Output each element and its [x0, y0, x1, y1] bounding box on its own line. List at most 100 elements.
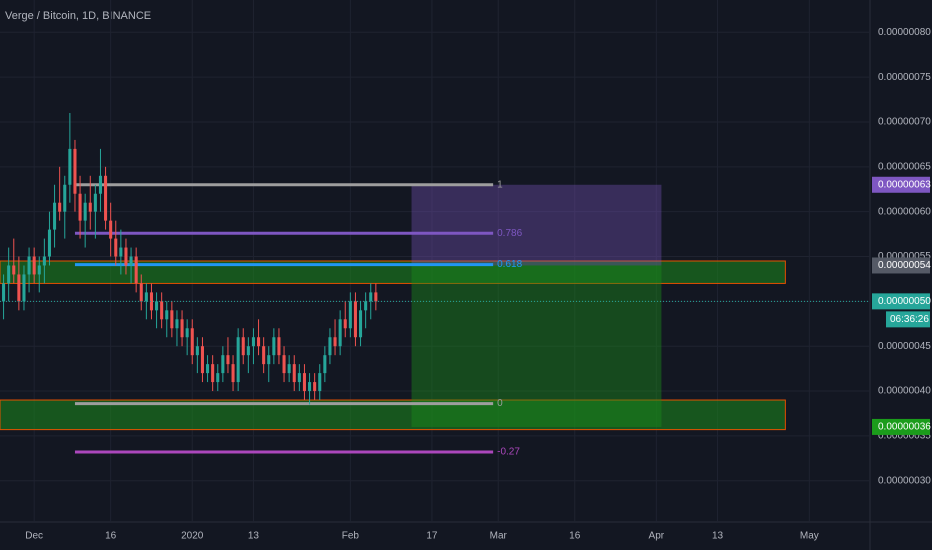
y-tick-label: 0.00000075	[878, 72, 931, 83]
candle-body	[323, 355, 327, 374]
x-tick-label: 16	[569, 531, 581, 542]
candle-body	[119, 247, 123, 257]
candle-body	[282, 355, 286, 374]
candle-body	[104, 175, 108, 221]
candle-body	[246, 346, 250, 356]
candle-body	[160, 301, 164, 320]
price-badge	[872, 176, 930, 193]
candle-body	[170, 310, 174, 329]
x-tick-label: 16	[105, 531, 117, 542]
candle-body	[353, 301, 357, 338]
candle-body	[216, 373, 220, 383]
x-tick-label: May	[800, 531, 819, 542]
candle-body	[58, 202, 62, 212]
candle-body	[277, 337, 281, 356]
candle-body	[78, 193, 82, 221]
candle-body	[348, 301, 352, 329]
candle-body	[308, 382, 312, 392]
candle-body	[114, 238, 118, 257]
candle-body	[195, 346, 199, 356]
candle-body	[226, 355, 230, 365]
fib-label: 0.618	[497, 259, 522, 270]
candle-body	[257, 337, 261, 347]
candle-body	[155, 301, 159, 311]
y-tick-label: 0.00000040	[878, 386, 931, 397]
candle-body	[313, 382, 317, 392]
candle-body	[93, 193, 97, 212]
price-badge-label: 0.00000063	[878, 179, 931, 190]
candle-body	[180, 319, 184, 338]
candle-body	[139, 283, 143, 302]
candle-body	[98, 175, 102, 194]
candle-body	[175, 319, 179, 329]
candle-body	[369, 292, 373, 302]
candle-body	[302, 373, 306, 392]
candle-body	[206, 364, 210, 374]
y-tick-label: 0.00000080	[878, 27, 931, 38]
price-badge	[872, 418, 930, 435]
y-tick-label: 0.00000065	[878, 161, 931, 172]
candle-body	[359, 310, 363, 338]
candle-body	[272, 337, 276, 356]
candle-body	[333, 337, 337, 347]
x-tick-label: 13	[248, 531, 260, 542]
candle-body	[32, 256, 36, 275]
candle-body	[251, 337, 255, 347]
candle-body	[190, 328, 194, 356]
y-tick-label: 0.00000055	[878, 251, 931, 262]
candle-body	[22, 274, 26, 302]
zone	[0, 260, 786, 284]
candle-body	[7, 265, 11, 284]
y-tick-label: 0.00000035	[878, 431, 931, 442]
candle-body	[2, 283, 6, 302]
candle-body	[12, 265, 16, 275]
y-tick-label: 0.00000045	[878, 341, 931, 352]
candle-body	[134, 256, 138, 284]
fib-label: -0.27	[497, 447, 520, 458]
fib-label: 0	[497, 398, 503, 409]
price-badge-label: 0.00000036	[878, 422, 931, 433]
candle-body	[200, 346, 204, 374]
x-tick-label: 13	[712, 531, 724, 542]
candle-body	[287, 364, 291, 374]
candle-body	[236, 337, 240, 383]
candle-body	[17, 274, 21, 302]
countdown: 06:36:26	[890, 314, 929, 325]
candle-body	[83, 202, 87, 221]
position-target	[411, 265, 662, 427]
fib-label: 1	[497, 179, 503, 190]
candle-body	[292, 364, 296, 383]
price-badge	[872, 293, 930, 310]
candle-body	[185, 328, 189, 338]
countdown-badge	[886, 311, 930, 328]
candle-body	[68, 148, 72, 185]
candle-body	[27, 256, 31, 275]
candle-body	[129, 256, 133, 266]
candle-body	[149, 292, 153, 311]
candle-body	[231, 364, 235, 383]
chart-title: Verge / Bitcoin, 1D, BINANCE	[5, 10, 151, 22]
candle-body	[42, 256, 46, 266]
x-tick-label: 17	[426, 531, 438, 542]
candle-body	[364, 301, 368, 311]
y-tick-label: 0.00000070	[878, 117, 931, 128]
price-badge-label: 0.00000054	[878, 260, 931, 271]
candle-body	[328, 337, 332, 356]
y-tick-label: 0.00000030	[878, 475, 931, 486]
candle-body	[374, 292, 378, 302]
candle-body	[241, 337, 245, 356]
candle-body	[343, 319, 347, 329]
x-tick-label: Feb	[342, 531, 360, 542]
candle-body	[73, 148, 77, 194]
candle-body	[211, 364, 215, 383]
candle-body	[262, 346, 266, 365]
price-badge-label: 0.00000050	[878, 296, 931, 307]
x-tick-label: Dec	[25, 531, 43, 542]
candle-body	[221, 355, 225, 374]
candle-body	[124, 247, 128, 266]
position-stop	[411, 184, 662, 266]
x-tick-label: 2020	[181, 531, 204, 542]
candle-body	[53, 202, 57, 230]
